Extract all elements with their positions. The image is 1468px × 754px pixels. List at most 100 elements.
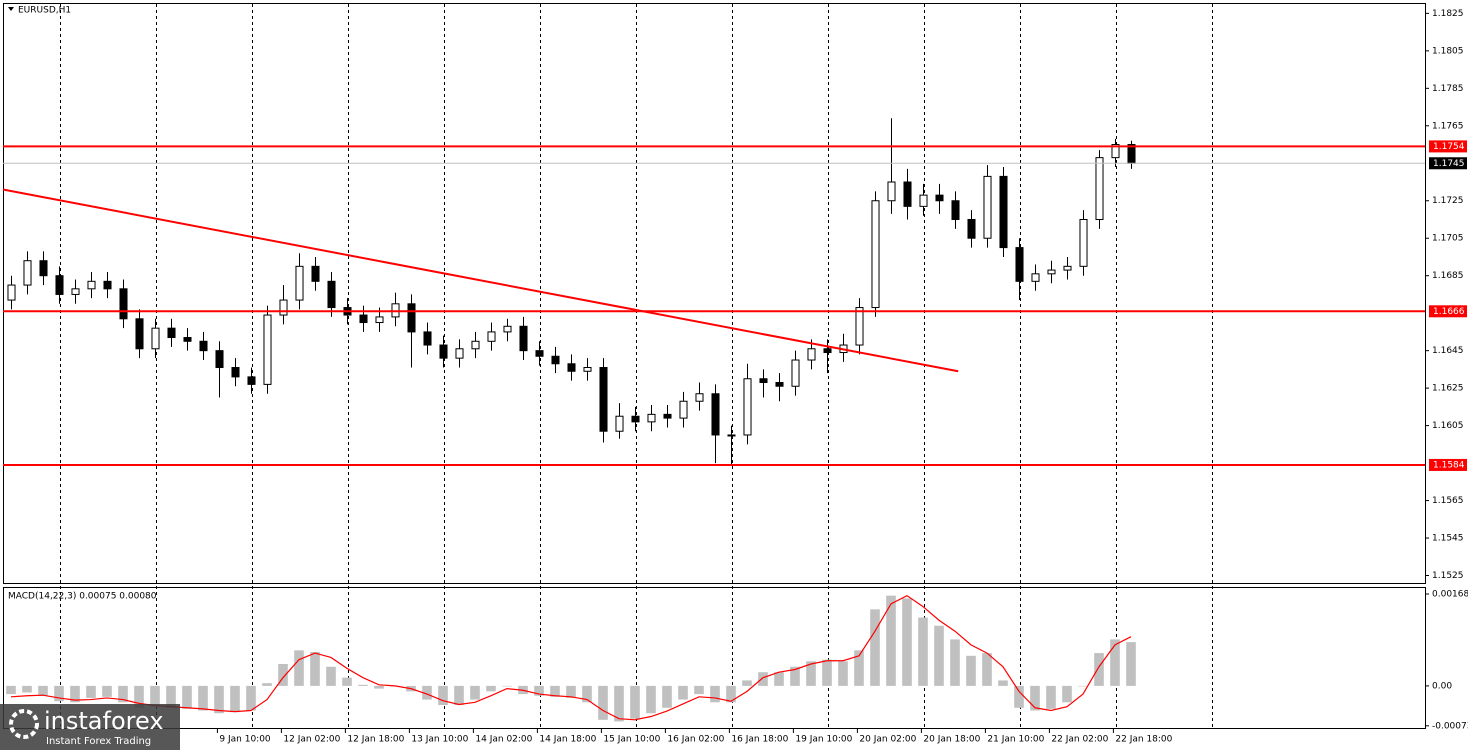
candle-body (327, 280, 336, 309)
macd-bar (806, 661, 816, 686)
macd-bar (438, 685, 448, 706)
macd-bar (950, 639, 960, 686)
candle-body (135, 318, 144, 350)
candle-body (375, 316, 384, 324)
macd-bar (966, 655, 976, 686)
candle-body (807, 348, 816, 361)
candle-body (967, 218, 976, 239)
candle-body (103, 280, 112, 290)
candle-body (903, 181, 912, 207)
candle-body (87, 280, 96, 290)
y-tick-label: 1.1525 (1432, 571, 1464, 581)
macd-bar (310, 651, 320, 686)
macd-bar (118, 685, 128, 703)
macd-bar (838, 661, 848, 686)
y-tick-label: 1.1545 (1432, 534, 1464, 544)
level-label: 1.1584 (1433, 460, 1465, 470)
logo-icon (9, 709, 39, 739)
macd-bar (758, 672, 768, 686)
macd-bar (614, 685, 624, 722)
macd-bar (294, 650, 304, 686)
macd-bar (710, 685, 720, 703)
x-tick-label: 12 Jan 18:00 (347, 735, 404, 745)
candle-body (823, 348, 832, 354)
symbol-title: EURUSD,H1 (18, 6, 71, 16)
macd-bar (246, 685, 256, 711)
macd-bar (726, 685, 736, 703)
candle-body (1031, 273, 1040, 282)
level-label: 1.1666 (1433, 307, 1465, 317)
macd-bar (1094, 653, 1104, 686)
macd-bar (918, 617, 928, 686)
macd-bar (662, 685, 672, 708)
candle-body (503, 325, 512, 333)
macd-bar (326, 666, 336, 686)
candle-body (631, 415, 640, 423)
current-price-label: 1.1745 (1433, 159, 1465, 169)
x-tick-label: 16 Jan 18:00 (731, 735, 788, 745)
candle-body (487, 331, 496, 342)
candle-body (871, 200, 880, 309)
macd-bar (422, 685, 432, 700)
candle-body (1111, 144, 1120, 159)
candle-body (23, 260, 32, 286)
y-tick-label: 1.1785 (1432, 84, 1464, 94)
macd-panel (3, 587, 1426, 729)
y-tick-label: 0.00168 (1432, 590, 1468, 600)
y-tick-label: 1.1605 (1432, 421, 1464, 431)
macd-bar (646, 685, 656, 714)
macd-bar (774, 672, 784, 686)
x-tick-label: 15 Jan 10:00 (603, 735, 660, 745)
macd-bar (182, 685, 192, 709)
macd-bar (134, 685, 144, 708)
candle-body (55, 275, 64, 295)
macd-bar (790, 666, 800, 686)
candle-body (599, 367, 608, 432)
macd-bar (1014, 685, 1024, 708)
x-tick-label: 16 Jan 02:00 (667, 735, 724, 745)
logo: instaforex Instant Forex Trading (0, 704, 180, 750)
macd-bar (998, 680, 1008, 686)
candle-body (119, 288, 128, 320)
candle-body (439, 344, 448, 359)
macd-bar (1046, 685, 1056, 709)
macd-bar (566, 685, 576, 698)
candle-body (567, 363, 576, 372)
x-tick-label: 22 Jan 02:00 (1051, 735, 1108, 745)
macd-bar (902, 598, 912, 686)
menu-arrow[interactable] (8, 7, 14, 11)
x-tick-label: 22 Jan 18:00 (1115, 735, 1172, 745)
candle-body (535, 350, 544, 357)
candle-body (791, 359, 800, 387)
macd-bar (694, 685, 704, 695)
macd-bar (342, 677, 352, 686)
y-tick-label: 1.1705 (1432, 234, 1464, 244)
y-tick-label: 1.1765 (1432, 121, 1464, 131)
candle-body (407, 303, 416, 333)
macd-bar (6, 685, 16, 695)
macd-bar (582, 685, 592, 703)
candle-body (743, 378, 752, 436)
x-tick-label: 14 Jan 02:00 (475, 735, 532, 745)
macd-bar (934, 625, 944, 686)
logo-tagline: Instant Forex Trading (46, 736, 151, 747)
candle-body (727, 434, 736, 437)
macd-bar (742, 680, 752, 686)
candle-body (247, 376, 256, 385)
macd-bar (598, 685, 608, 720)
macd-bar (534, 685, 544, 696)
x-tick-label: 19 Jan 10:00 (795, 735, 852, 745)
candle-body (1079, 218, 1088, 267)
candle-body (583, 367, 592, 372)
x-tick-label: 21 Jan 10:00 (987, 735, 1044, 745)
candle-body (71, 288, 80, 295)
candle-body (679, 400, 688, 419)
x-tick-label: 20 Jan 02:00 (859, 735, 916, 745)
y-tick-label: 1.1825 (1432, 9, 1464, 19)
macd-bar (86, 685, 96, 698)
candle-body (695, 393, 704, 402)
macd-bar (38, 685, 48, 696)
candle-body (983, 175, 992, 239)
macd-bar (102, 685, 112, 697)
